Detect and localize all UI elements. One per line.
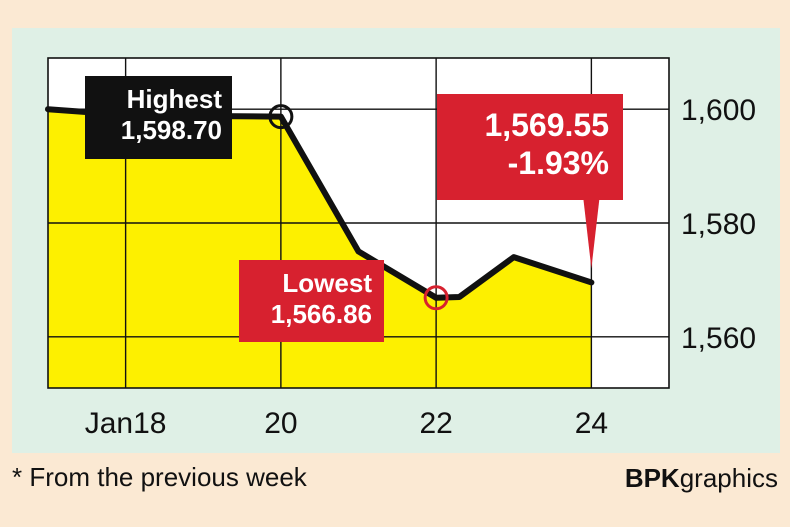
highest-title: Highest <box>126 84 222 114</box>
latest-change: -1.93% <box>507 145 609 182</box>
lowest-callout: Lowest 1,566.86 <box>239 260 384 342</box>
latest-pointer <box>583 199 600 269</box>
highest-marker <box>268 104 294 130</box>
xtick-label: 22 <box>419 407 452 440</box>
footnote: * From the previous week <box>12 462 307 492</box>
xtick-label: Jan18 <box>85 407 167 440</box>
lowest-value: 1,566.86 <box>270 299 372 330</box>
ytick-label: 1,580 <box>681 208 756 241</box>
highest-value: 1,598.70 <box>120 115 222 146</box>
chart-panel: 1,600 1,580 1,560 Jan18 20 22 24 Highest 1,598… <box>12 28 780 453</box>
latest-value: 1,569.55 <box>484 107 609 143</box>
credit-rest: graphics <box>679 463 778 493</box>
lowest-marker <box>423 285 449 311</box>
latest-callout: 1,569.55 -1.93% <box>437 94 623 200</box>
highest-callout: Highest 1,598.70 <box>85 76 232 159</box>
ytick-label: 1,560 <box>681 322 756 355</box>
credit-logo: BPKgraphics <box>625 463 778 494</box>
plot-border <box>47 57 670 389</box>
xtick-label: 24 <box>575 407 608 440</box>
lowest-title: Lowest <box>282 268 372 298</box>
area-fill <box>48 109 592 388</box>
xtick-label: 20 <box>264 407 297 440</box>
ytick-label: 1,600 <box>681 94 756 127</box>
credit-bold: BPK <box>624 463 680 493</box>
